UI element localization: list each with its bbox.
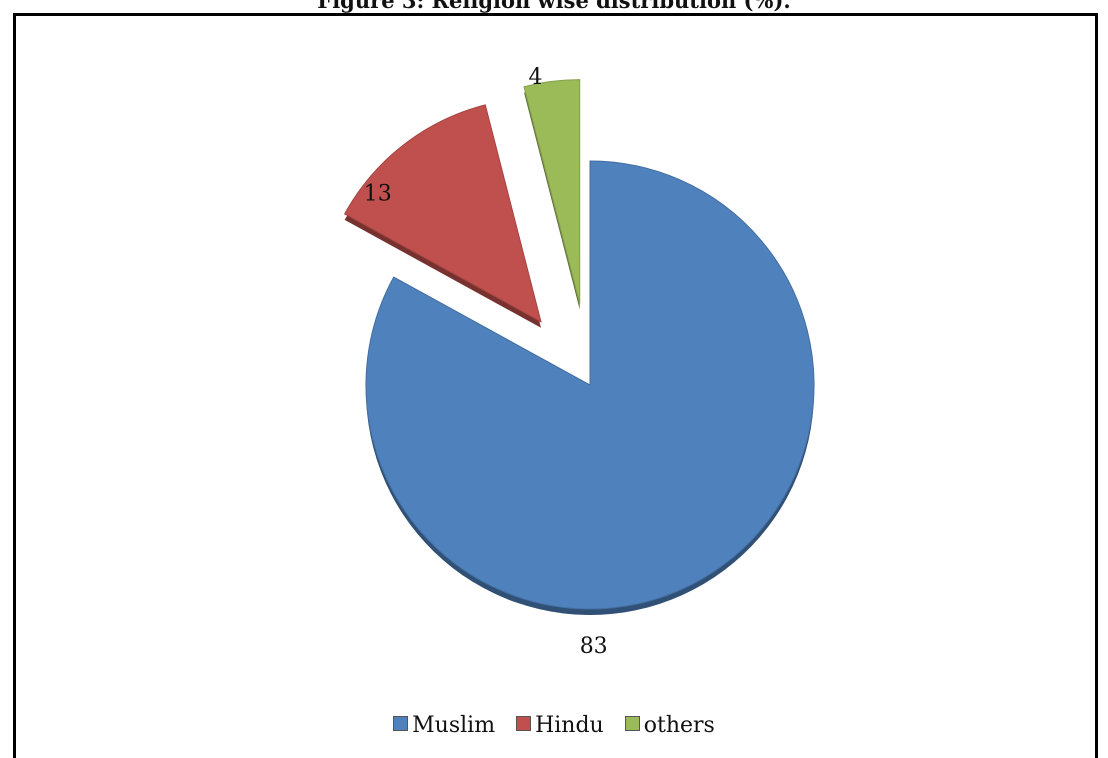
legend-label-hindu: Hindu <box>535 713 604 738</box>
data-label-others: 4 <box>529 65 543 90</box>
legend-item-hindu: Hindu <box>516 713 604 739</box>
legend-label-muslim: Muslim <box>412 713 496 738</box>
pie-slice-others <box>523 79 581 304</box>
pie-slice-hindu <box>343 104 542 323</box>
legend-swatch-hindu <box>516 716 532 731</box>
data-label-muslim: 83 <box>580 634 608 659</box>
chart-legend: Muslim Hindu others <box>0 713 1108 739</box>
legend-swatch-others <box>624 716 640 731</box>
chart-title: Figure 3: Religion wise distribution (%)… <box>317 0 791 13</box>
data-label-hindu: 13 <box>364 182 392 207</box>
legend-item-muslim: Muslim <box>393 713 495 739</box>
pie-slice-muslim <box>365 160 815 610</box>
legend-item-others: others <box>624 713 715 739</box>
legend-swatch-muslim <box>393 716 409 731</box>
legend-label-others: others <box>643 713 715 738</box>
